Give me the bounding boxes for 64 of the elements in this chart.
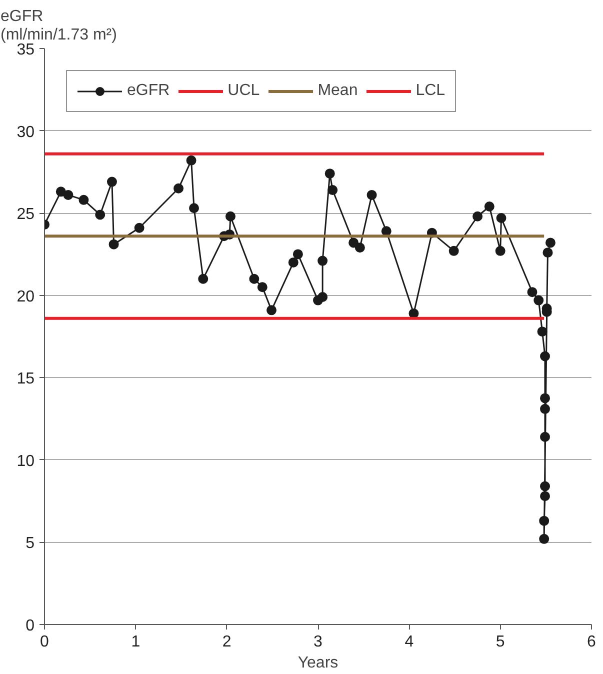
legend-label: eGFR [127,82,170,100]
point [539,534,550,544]
point [539,516,550,526]
x-tick-label: 4 [404,634,414,650]
point [540,491,550,502]
point [108,239,119,250]
point [56,186,66,197]
point [354,242,365,253]
point [198,274,208,284]
point [408,308,419,318]
point [540,481,550,492]
point [288,257,298,268]
legend-label: UCL [228,82,260,100]
point [225,211,236,222]
point [63,190,74,200]
point [540,351,550,362]
y-tick-label: 5 [26,535,35,552]
point [540,404,550,414]
x-tick-label: 0 [40,634,50,650]
x-tick-label: 2 [222,634,232,650]
point [266,305,277,316]
point [366,190,377,200]
point [484,201,494,212]
point [324,168,335,179]
legend-label: LCL [416,82,446,100]
y-tick-label: 25 [16,206,35,224]
x-axis-title: Years [298,654,338,672]
point [249,274,260,284]
point [292,249,303,260]
point [78,194,89,205]
x-tick-label: 5 [496,634,505,650]
x-tick-label: 1 [131,634,140,650]
point [318,256,328,266]
y-tick-label: 0 [26,618,35,634]
point [537,326,548,337]
x-tick-label: 6 [587,634,596,650]
point [495,246,506,256]
point [545,238,556,248]
point [348,238,359,248]
y-axis-title: eGFR (ml/min/1.73 m²) [0,8,117,44]
point [534,295,544,306]
point [542,248,553,258]
y-tick-label: 35 [16,42,35,58]
point [106,176,117,187]
point [95,210,106,220]
y-tick-label: 30 [16,124,35,141]
point [496,213,506,223]
point [448,246,459,256]
point [174,183,184,194]
point [527,287,538,298]
point [318,292,328,302]
y-tick-label: 15 [16,370,35,388]
point [189,203,200,214]
legend-label: Mean [318,82,358,100]
point [540,432,550,442]
point [540,393,550,404]
y-tick-label: 10 [16,452,35,470]
point [134,222,144,233]
point [328,185,338,196]
point [257,282,268,292]
point [472,211,483,222]
x-tick-label: 3 [314,634,323,650]
point [186,155,196,166]
y-tick-label: 20 [16,288,35,306]
